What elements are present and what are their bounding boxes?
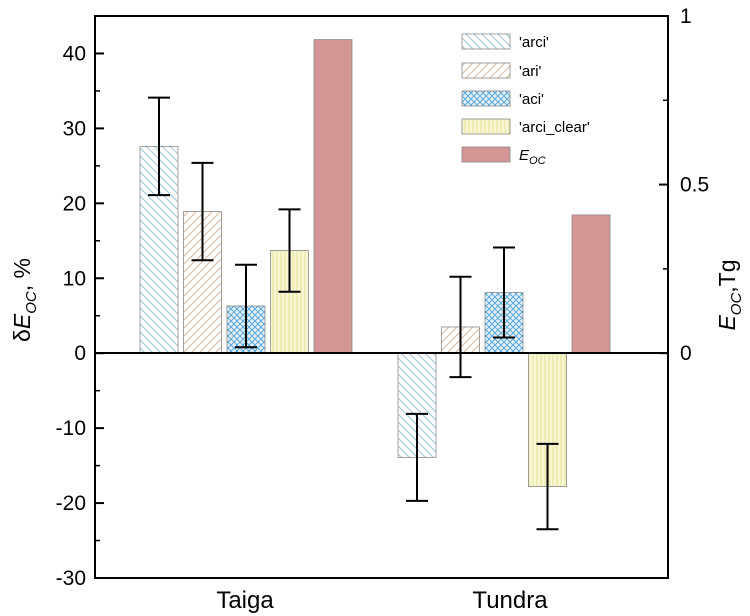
left-axis-ticks: -30 -20 -10 0 10 20 30 40 [56,42,104,590]
legend-label-eoc-main: E [519,147,530,164]
right-tick-label: 1 [680,5,692,28]
left-axis-title-suffix: , % [9,258,35,291]
error-bar [278,208,301,293]
left-tick-label: 10 [63,267,86,290]
x-axis-labels: Taiga Tundra [216,587,548,614]
legend-swatch-ari [461,62,511,79]
left-tick-label: -30 [56,567,86,590]
legend-swatch-eoc [461,146,511,163]
legend-label-aci: 'aci' [519,91,544,108]
right-axis-title-sub: OC [728,293,745,316]
left-tick-label: -20 [56,492,86,515]
error-bar [493,246,515,339]
right-tick-label: 0 [680,342,692,365]
legend-label-ari: 'ari' [519,63,542,80]
right-axis-ticks: 00.51 [659,5,709,365]
right-axis-title-suffix: ,Tg [714,259,740,292]
legend-label-eoc: EOC [519,147,546,167]
left-tick-label: 0 [74,342,86,365]
legend-swatch-arci-clear [461,118,511,135]
legend-swatch-aci [461,90,511,107]
left-axis-title-prefix: δ [9,329,35,342]
category-label-tundra: Tundra [472,587,548,614]
left-tick-label: 20 [63,192,86,215]
error-bar [449,275,472,379]
legend: 'arci' 'ari' 'aci' 'arci_clear' EOC [461,33,590,167]
error-bar [536,442,559,531]
error-bars-layer [148,96,559,531]
bar-e-oc-taiga [313,39,353,354]
error-bar [235,263,257,349]
legend-label-arci-clear: 'arci_clear' [519,119,590,136]
left-axis-title: δEOC, % [9,258,40,342]
error-bar [191,161,214,262]
left-tick-label: 40 [63,42,86,65]
left-axis-title-main: E [9,313,35,329]
left-tick-label: 30 [63,117,86,140]
right-axis-title: EOC,Tg [714,259,745,330]
legend-label-arci: 'arci' [519,34,549,51]
error-bar [406,412,428,502]
left-tick-label: -10 [56,417,86,440]
error-bar [148,96,170,197]
legend-label-eoc-sub: OC [529,155,546,167]
right-axis-title-main: E [714,315,740,331]
left-axis-title-sub: OC [23,291,40,314]
bar-e-oc-tundra [571,214,611,354]
legend-swatch-arci [461,33,511,50]
plot-frame [94,15,669,579]
right-tick-label: 0.5 [680,174,709,197]
category-label-taiga: Taiga [216,587,274,614]
